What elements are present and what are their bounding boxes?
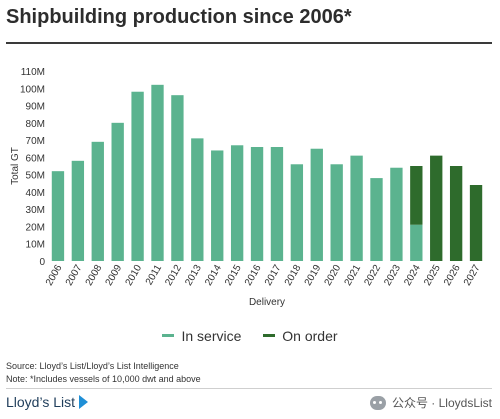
bar-in-service: [151, 84, 164, 261]
bar-in-service: [330, 164, 343, 261]
bar-in-service: [410, 224, 423, 261]
y-tick-label: 10M: [26, 240, 45, 251]
bar-in-service: [171, 95, 184, 261]
x-tick-label: 2027: [462, 263, 483, 288]
bar-in-service: [230, 145, 244, 261]
legend: In service On order: [0, 324, 500, 344]
bar-on-order: [469, 185, 483, 261]
x-tick-label: 2023: [382, 263, 403, 288]
bar-on-order: [430, 155, 443, 261]
bar-in-service: [250, 147, 264, 261]
y-tick-label: 50M: [26, 171, 45, 182]
bar-in-service: [131, 91, 144, 262]
x-tick-label: 2006: [44, 263, 65, 288]
x-tick-label: 2008: [84, 263, 105, 288]
legend-item-on-order: On order: [263, 327, 338, 344]
x-tick-label: 2017: [263, 263, 284, 288]
bar-in-service: [211, 150, 224, 261]
y-tick-label: 20M: [26, 222, 45, 233]
x-tick-label: 2024: [402, 263, 423, 288]
legend-swatch-in-service: [162, 334, 175, 337]
bar-in-service: [111, 122, 124, 262]
x-tick-label: 2012: [163, 263, 184, 288]
legend-label-on-order: On order: [282, 327, 338, 344]
bar-chart: 0 10M 20M 30M 40M 50M 60M 70M 80M 90M 100M 110M Tota…: [10, 67, 483, 308]
y-axis-title: Total GT: [10, 147, 21, 185]
x-tick-label: 2021: [343, 263, 364, 288]
wechat-icon: [369, 395, 386, 410]
bar-in-service: [350, 155, 363, 261]
footer-divider: [6, 388, 492, 389]
bar-in-service: [270, 147, 284, 261]
x-tick-label: 2010: [124, 263, 145, 288]
bar-in-service: [71, 160, 85, 261]
brand-logo: Lloyd’s List: [6, 394, 89, 410]
watermark-text: 公众号 · LloydsList: [391, 396, 492, 410]
title-divider: [6, 42, 492, 44]
bar-in-service: [51, 171, 65, 261]
bar-in-service: [390, 167, 403, 261]
y-tick-label: 100M: [20, 84, 45, 95]
y-tick-label: 110M: [21, 67, 45, 78]
footnotes: Source: Lloyd’s List/Lloyd’s List Intell…: [6, 360, 201, 386]
x-tick-label: 2009: [104, 263, 125, 288]
y-tick-label: 70M: [26, 136, 45, 147]
bar-in-service: [191, 138, 204, 261]
x-tick-label: 2026: [442, 263, 463, 288]
watermark: 公众号 · LloydsList: [369, 394, 492, 411]
bar-in-service: [290, 164, 304, 261]
x-tick-label: 2011: [144, 263, 164, 288]
inclusion-note: Note: *Includes vessels of 10,000 dwt an…: [6, 374, 201, 384]
bar-in-service: [370, 178, 383, 261]
x-tick-label: 2022: [362, 263, 383, 288]
x-tick-label: 2019: [303, 263, 324, 288]
x-tick-label: 2020: [323, 263, 344, 288]
bar-in-service: [310, 148, 323, 261]
x-tick-label: 2018: [283, 263, 304, 288]
brand-name: Lloyd’s List: [6, 394, 76, 410]
bar-on-order: [410, 166, 423, 225]
brand-arrow-icon: [79, 395, 89, 409]
y-tick-label: 40M: [26, 188, 45, 199]
source-note: Source: Lloyd’s List/Lloyd’s List Intell…: [6, 361, 179, 371]
y-tick-label: 30M: [26, 205, 45, 216]
legend-swatch-on-order: [263, 334, 276, 337]
x-axis-title: Delivery: [249, 297, 285, 308]
bar-in-service: [91, 141, 104, 261]
x-tick-label: 2013: [183, 263, 204, 288]
y-tick-label: 60M: [26, 153, 45, 164]
chart-title: Shipbuilding production since 2006*: [6, 6, 352, 28]
y-tick-label: 0: [39, 257, 45, 268]
x-tick-label: 2016: [243, 263, 264, 288]
legend-item-in-service: In service: [162, 328, 241, 344]
x-tick-label: 2007: [64, 263, 85, 288]
y-tick-label: 90M: [26, 102, 45, 113]
legend-label-in-service: In service: [181, 327, 242, 344]
y-tick-label: 80M: [26, 119, 45, 130]
x-tick-label: 2025: [422, 263, 443, 288]
x-tick-label: 2014: [203, 263, 224, 288]
bar-on-order: [449, 166, 463, 261]
x-tick-label: 2015: [223, 263, 244, 288]
